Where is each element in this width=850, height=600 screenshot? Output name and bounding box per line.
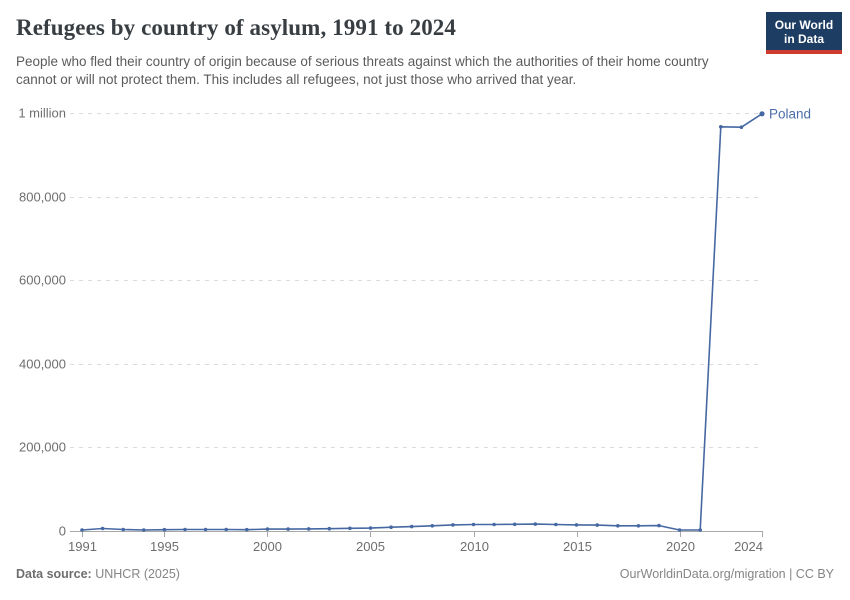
y-tick-label: 800,000 xyxy=(19,190,66,205)
data-point xyxy=(327,526,332,531)
data-point xyxy=(616,524,620,528)
data-point xyxy=(533,522,538,526)
data-point xyxy=(306,527,311,531)
data-point xyxy=(183,527,187,532)
data-point xyxy=(286,527,290,531)
data-source-label: Data source: xyxy=(16,567,92,581)
data-point xyxy=(759,111,765,117)
data-point xyxy=(492,522,496,527)
x-tick-label: 2000 xyxy=(253,539,282,554)
x-tick-label: 2024 xyxy=(734,539,763,554)
data-point xyxy=(389,525,393,529)
data-point xyxy=(554,522,558,527)
data-source: Data source: UNHCR (2025) xyxy=(16,567,180,581)
data-point xyxy=(409,524,414,529)
x-tick-label: 2015 xyxy=(563,539,592,554)
data-line xyxy=(81,113,763,531)
y-tick-label: 400,000 xyxy=(19,357,66,372)
owid-logo[interactable]: Our World in Data xyxy=(766,12,842,54)
data-point xyxy=(739,125,744,129)
x-tick-label: 2005 xyxy=(356,539,385,554)
data-point xyxy=(100,526,105,531)
chart-footer: Data source: UNHCR (2025) OurWorldinData… xyxy=(16,567,834,581)
data-point xyxy=(719,125,723,129)
data-point xyxy=(657,523,661,528)
x-tick-label: 2010 xyxy=(460,539,489,554)
chart-subtitle: People who fled their country of origin … xyxy=(16,54,709,87)
owid-logo-line2: in Data xyxy=(783,32,824,46)
data-point xyxy=(636,524,641,528)
credit-link[interactable]: OurWorldinData.org/migration | CC BY xyxy=(619,567,834,581)
data-point xyxy=(368,526,373,530)
data-point xyxy=(162,527,167,532)
owid-logo-line1: Our World xyxy=(774,18,834,32)
data-point xyxy=(224,527,228,532)
data-point xyxy=(121,527,125,532)
y-tick-label: 600,000 xyxy=(19,273,66,288)
data-point xyxy=(142,528,146,532)
data-point xyxy=(512,522,517,527)
chart-title: Refugees by country of asylum, 1991 to 2… xyxy=(16,15,456,40)
data-point xyxy=(677,528,682,532)
data-source-value: UNHCR (2025) xyxy=(91,567,180,581)
data-point xyxy=(348,526,352,531)
y-tick-label: 0 xyxy=(59,524,66,539)
data-point xyxy=(245,527,249,532)
series-end-label[interactable]: Poland xyxy=(769,106,811,121)
data-point xyxy=(698,528,702,532)
data-point xyxy=(430,524,435,528)
y-tick-label: 1 million xyxy=(18,106,66,121)
data-point xyxy=(595,523,599,527)
x-tick-label: 1991 xyxy=(68,539,97,554)
data-point xyxy=(203,527,208,532)
data-point xyxy=(265,527,270,531)
data-point xyxy=(451,523,455,527)
x-tick-label: 1995 xyxy=(150,539,179,554)
x-tick-label: 2020 xyxy=(666,539,695,554)
data-point xyxy=(80,528,84,532)
y-tick-label: 200,000 xyxy=(19,440,66,455)
data-point xyxy=(574,523,579,527)
data-point xyxy=(471,522,476,527)
